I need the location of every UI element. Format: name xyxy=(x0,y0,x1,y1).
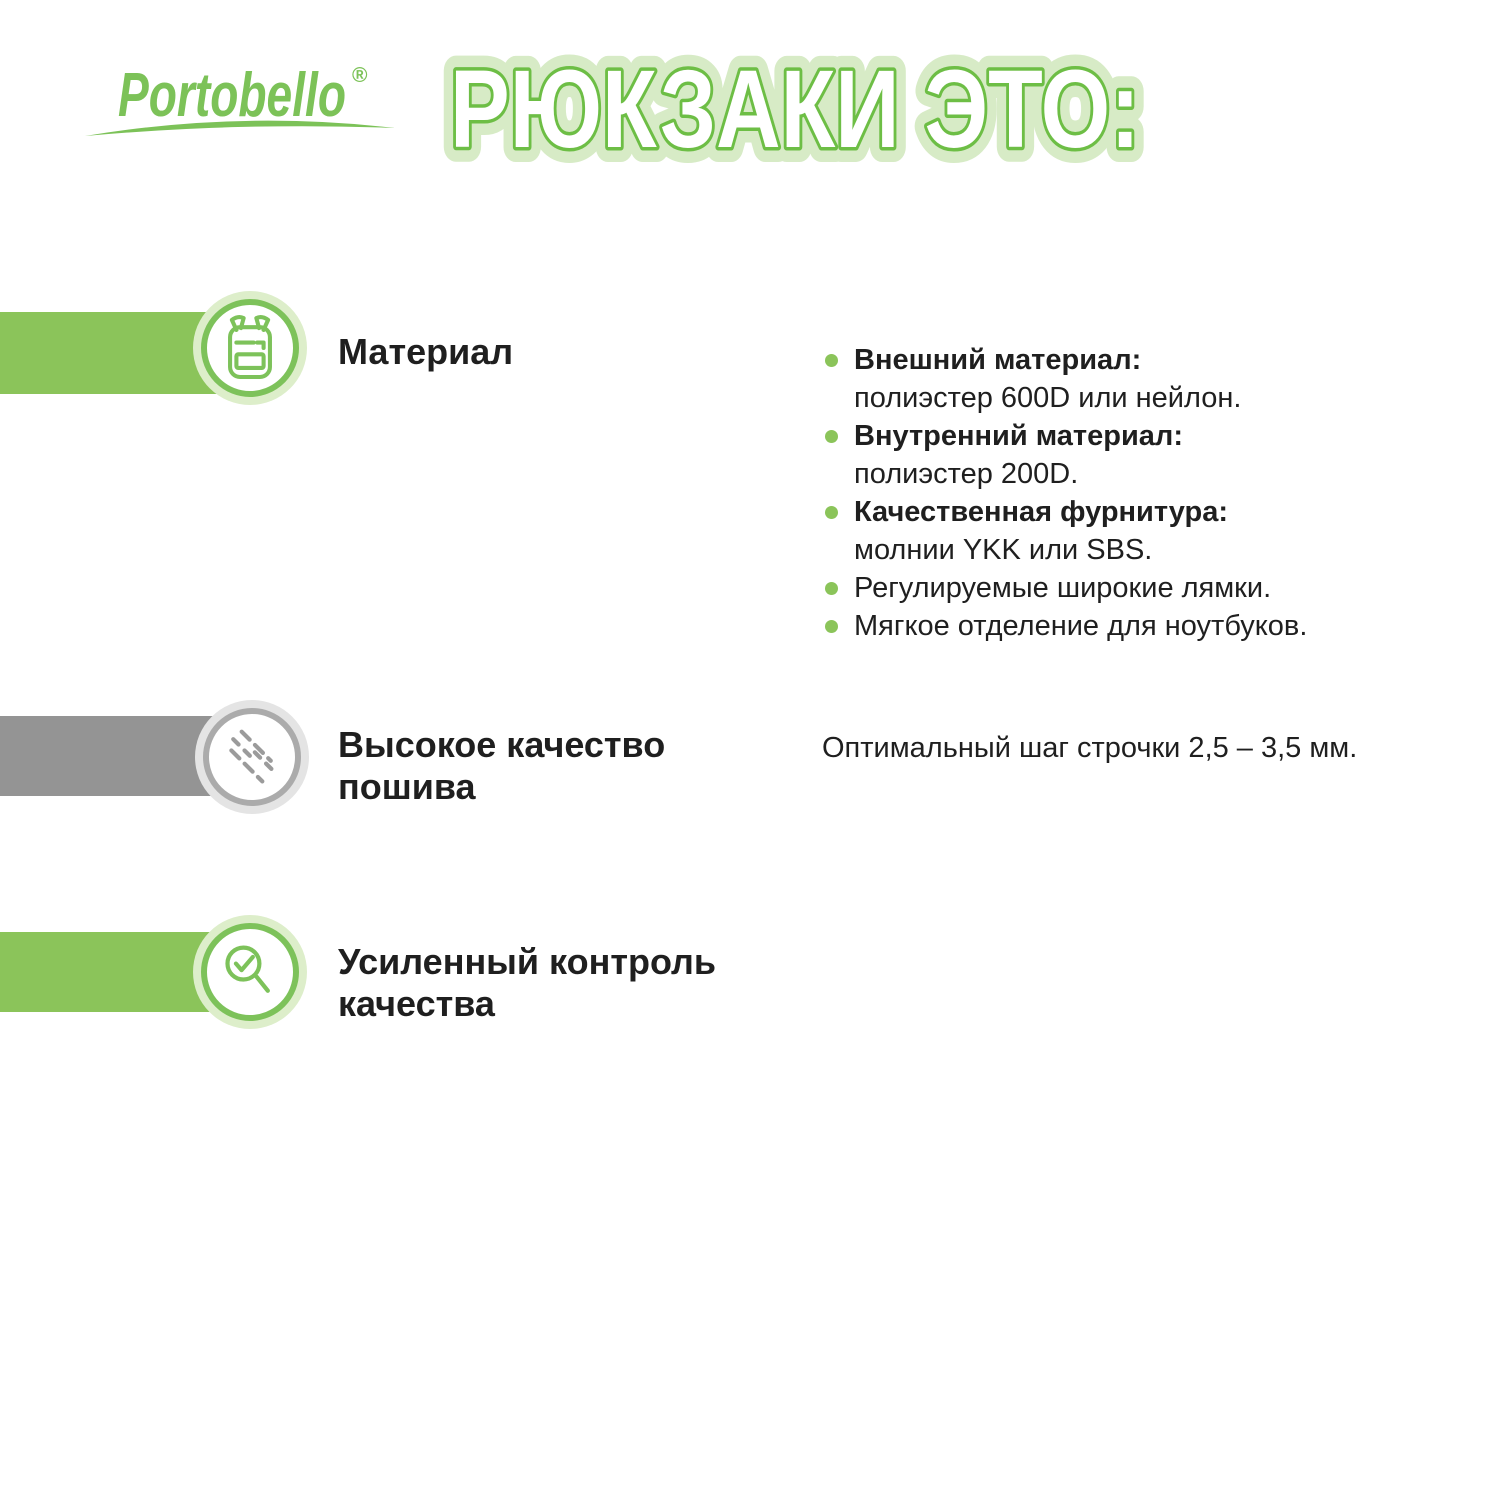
bullet-text: полиэстер 200D. xyxy=(854,458,1079,490)
bullet-bold-text: Внешний материал: xyxy=(854,344,1142,376)
bullet-bold-text: Качественная фурнитура: xyxy=(854,496,1229,528)
bullet-bold-text: Внутренний материал: xyxy=(854,420,1184,452)
bullet-text: Мягкое отделение для ноутбуков. xyxy=(854,610,1308,642)
page-title: РЮКЗАКИ ЭТО: РЮКЗАКИ ЭТО: xyxy=(440,46,1150,171)
section-material-icon-disc xyxy=(201,299,299,397)
material-bullet-list: Внешний материал: полиэстер 600D или ней… xyxy=(825,341,1445,645)
bullet-text: полиэстер 600D или нейлон. xyxy=(854,382,1242,414)
page-title-text: РЮКЗАКИ ЭТО: xyxy=(450,48,1140,171)
logo-registered-mark: ® xyxy=(352,64,368,87)
section-sewing-icon-disc xyxy=(203,708,301,806)
section-material-title: Материал xyxy=(338,331,514,372)
list-item: Внешний материал: полиэстер 600D или ней… xyxy=(825,341,1445,417)
portobello-logo: Portobello ® xyxy=(85,61,395,136)
page-title-halo: РЮКЗАКИ ЭТО: xyxy=(450,48,1140,171)
section-control-icon-disc xyxy=(201,923,299,1021)
logo-swoosh xyxy=(85,120,395,136)
list-item: Мягкое отделение для ноутбуков. xyxy=(825,607,1445,645)
bullet-text: молнии YKK или SBS. xyxy=(854,534,1153,566)
list-item: Внутренний материал: полиэстер 200D. xyxy=(825,417,1445,493)
list-item: Качественная фурнитура: молнии YKK или S… xyxy=(825,493,1445,569)
list-item: Регулируемые широкие лямки. xyxy=(825,569,1445,607)
stitches-icon xyxy=(229,729,277,784)
backpack-icon xyxy=(228,315,272,380)
sewing-note: Оптимальный шаг строчки 2,5 – 3,5 мм. xyxy=(822,732,1358,764)
bullet-text: Регулируемые широкие лямки. xyxy=(854,572,1272,604)
section-control-title: Усиленный контроль качества xyxy=(338,941,717,1024)
section-sewing-title: Высокое качество пошива xyxy=(338,724,666,807)
magnifier-check-icon xyxy=(225,945,270,993)
logo-wordmark: Portobello xyxy=(118,61,346,130)
